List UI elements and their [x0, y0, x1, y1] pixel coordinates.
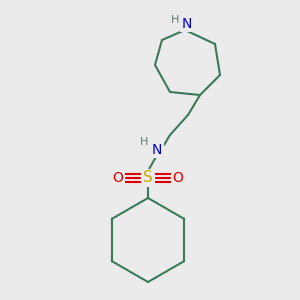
Text: H: H	[171, 15, 179, 25]
Text: O: O	[112, 171, 123, 185]
Text: O: O	[172, 171, 183, 185]
Text: S: S	[143, 170, 153, 185]
Text: N: N	[182, 17, 192, 31]
Text: N: N	[152, 143, 162, 157]
Text: H: H	[140, 137, 148, 147]
